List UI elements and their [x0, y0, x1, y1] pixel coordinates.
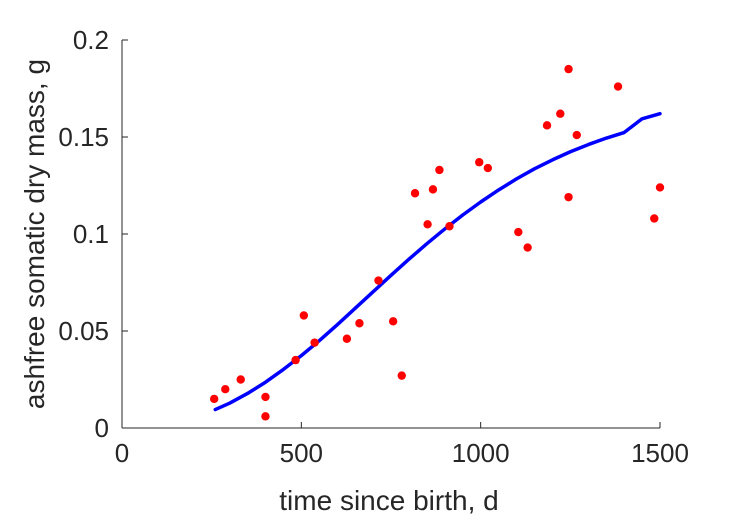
data-point	[435, 165, 444, 175]
ticks-group: 0 500 1000 1500 0 0.05 0.1 0.15 0.2	[58, 25, 689, 468]
x-tick-label: 1500	[631, 438, 689, 468]
axes	[121, 40, 660, 429]
x-tick-label: 1000	[452, 438, 510, 468]
data-points-group	[209, 64, 665, 421]
data-point	[410, 189, 420, 198]
data-point	[542, 121, 552, 130]
data-point	[650, 214, 659, 223]
x-axis-label: time since birth, d	[279, 485, 498, 516]
y-tick-label: 0.2	[73, 25, 109, 55]
y-axis-label: ashfree somatic dry mass, g	[19, 59, 50, 409]
x-tick-label: 500	[280, 438, 323, 468]
y-tick-label: 0.15	[58, 122, 109, 152]
data-point	[388, 317, 398, 326]
data-point	[236, 375, 245, 384]
data-point	[428, 185, 438, 194]
data-point	[445, 222, 454, 231]
data-point	[483, 163, 493, 173]
data-point	[291, 355, 300, 365]
data-point	[261, 412, 270, 421]
fit-curve-group	[213, 111, 662, 412]
data-point	[423, 220, 432, 229]
fit-curve	[213, 111, 662, 412]
y-tick-label: 0	[95, 413, 109, 443]
data-point	[310, 338, 319, 347]
data-point	[221, 385, 230, 394]
x-tick-label: 0	[115, 438, 129, 468]
data-point	[374, 276, 383, 285]
data-point	[299, 311, 309, 320]
data-point	[342, 334, 352, 343]
data-point	[209, 394, 219, 404]
y-tick-label: 0.05	[58, 316, 109, 346]
data-point	[613, 82, 623, 91]
data-point	[564, 64, 573, 74]
data-point	[556, 109, 565, 118]
data-point	[655, 183, 665, 192]
data-point	[475, 158, 484, 167]
data-point	[523, 243, 532, 252]
data-point	[514, 227, 523, 237]
y-tick-label: 0.1	[73, 219, 109, 249]
data-point	[355, 319, 364, 328]
data-point	[397, 371, 406, 380]
data-point	[261, 392, 270, 402]
data-point	[564, 192, 573, 202]
data-point	[572, 130, 581, 140]
